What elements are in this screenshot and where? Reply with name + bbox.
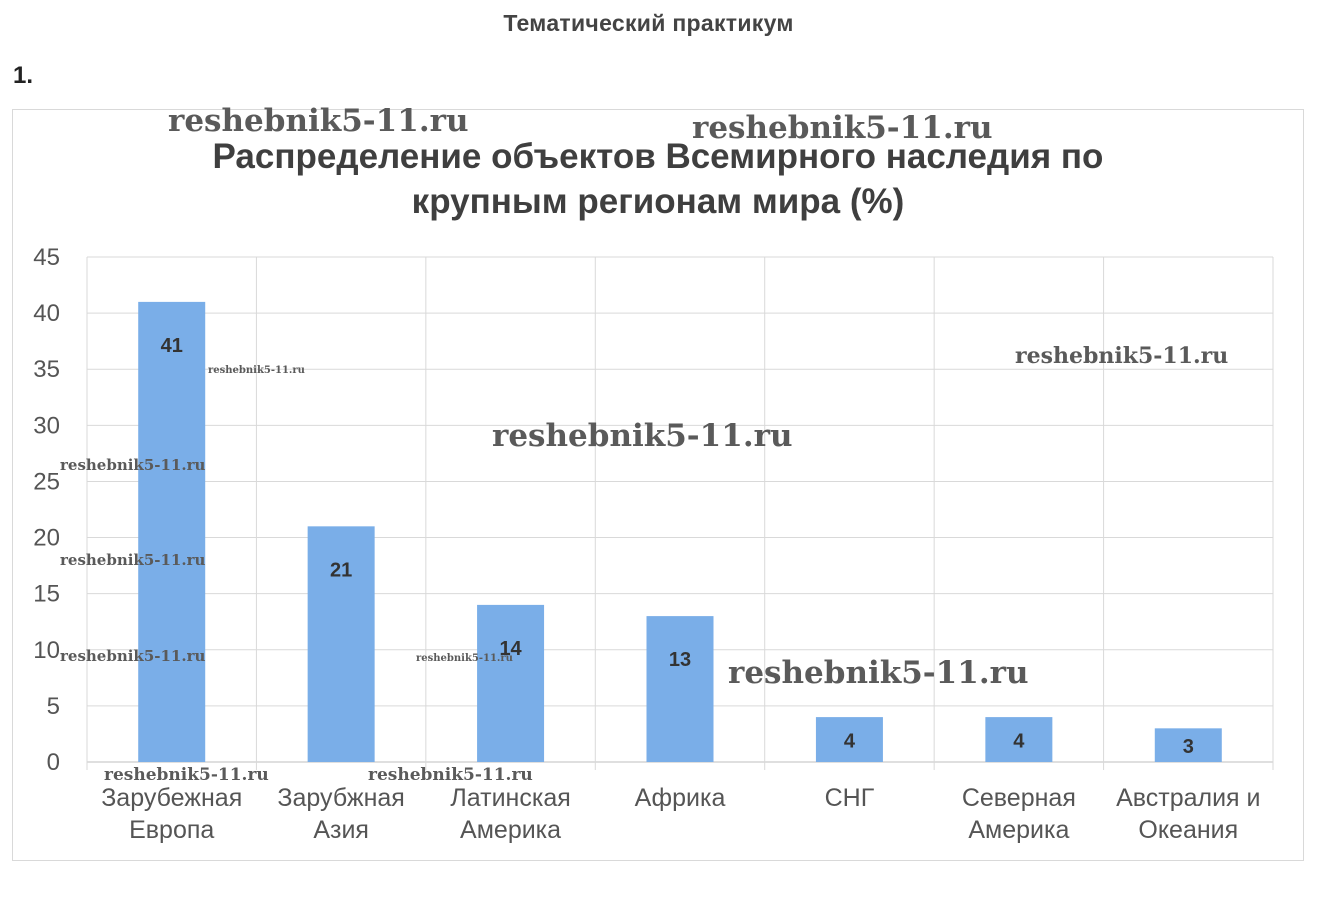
watermark-text: reshebnik5-11.ru: [60, 647, 205, 665]
data-label: 4: [1013, 731, 1025, 753]
watermark-text: reshebnik5-11.ru: [104, 765, 269, 785]
bar: [985, 717, 1053, 762]
bar: [138, 301, 206, 762]
y-tick-label: 15: [33, 581, 60, 608]
x-tick-label: Азия: [313, 816, 369, 844]
y-tick-label: 5: [47, 693, 60, 720]
bar: [1154, 728, 1222, 762]
watermark-text: reshebnik5-11.ru: [60, 456, 205, 474]
y-tick-label: 45: [33, 244, 60, 271]
x-tick-label: СНГ: [825, 784, 875, 812]
x-tick-label: Зарубжная: [277, 784, 404, 812]
bar-layer: [138, 301, 1222, 762]
watermark-layer: reshebnik5-11.ru reshebnik5-11.ru reshebni…: [60, 103, 1228, 785]
x-tick-label: Америка: [460, 816, 561, 844]
y-tick-label: 25: [33, 468, 60, 495]
data-label: 13: [669, 649, 691, 671]
watermark-text: reshebnik5-11.ru: [728, 655, 1028, 691]
y-tick-label: 35: [33, 356, 60, 383]
watermark-text: reshebnik5-11.ru: [1015, 343, 1228, 369]
x-tick-label: Австралия и: [1116, 784, 1260, 812]
data-label: 4: [844, 731, 856, 753]
watermark-text: reshebnik5-11.ru: [492, 418, 792, 454]
label-layer: 0 5 10 15 20 25 30 35 40 45 41 Зарубежная Европа 21 За…: [33, 244, 1260, 844]
watermark-text: reshebnik5-11.ru: [416, 653, 513, 664]
x-tick-label: Океания: [1138, 816, 1238, 844]
chart-title: крупным регионам мира (%): [412, 182, 905, 221]
x-tick-label: Латинская: [450, 784, 570, 812]
y-tick-label: 40: [33, 300, 60, 327]
task-number: 1.: [13, 62, 34, 89]
data-label: 21: [330, 559, 352, 581]
watermark-text: reshebnik5-11.ru: [692, 110, 992, 146]
data-label: 41: [161, 335, 183, 357]
y-tick-label: 20: [33, 525, 60, 552]
watermark-text: reshebnik5-11.ru: [208, 365, 305, 376]
page-heading: Тематический практикум: [503, 10, 794, 36]
x-tick-label: Америка: [968, 816, 1069, 844]
y-tick-label: 10: [33, 637, 60, 664]
chart-title: Распределение объектов Всемирного наслед…: [213, 137, 1104, 176]
bar: [646, 616, 714, 762]
watermark-text: reshebnik5-11.ru: [368, 765, 533, 785]
watermark-text: reshebnik5-11.ru: [168, 103, 468, 139]
x-tick-label: Зарубежная: [101, 784, 242, 812]
grid-layer: [86, 256, 1274, 770]
y-tick-label: 0: [47, 749, 60, 776]
data-label: 3: [1183, 736, 1194, 758]
watermark-text: reshebnik5-11.ru: [60, 551, 205, 569]
y-tick-label: 30: [33, 412, 60, 439]
x-tick-label: Европа: [129, 816, 214, 844]
x-tick-label: Северная: [962, 784, 1076, 812]
bar: [477, 604, 545, 762]
title-layer: Распределение объектов Всемирного наслед…: [213, 137, 1104, 221]
x-tick-label: Африка: [635, 784, 726, 812]
bar: [307, 526, 375, 762]
bar: [815, 717, 883, 762]
data-label: 14: [499, 638, 522, 660]
